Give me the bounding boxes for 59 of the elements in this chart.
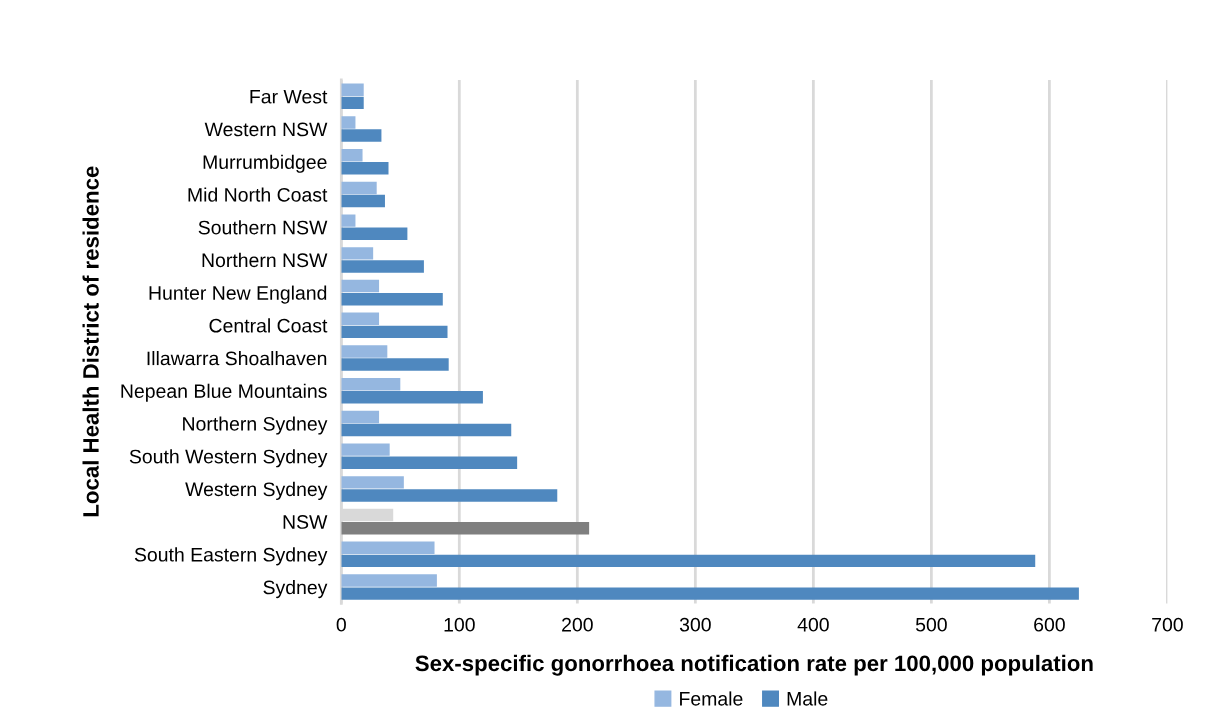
legend-label: Female: [680, 691, 743, 706]
y-tick-label: Northern NSW: [202, 252, 328, 268]
bar: [341, 456, 518, 469]
y-tick-label: South Eastern Sydney: [134, 547, 328, 566]
y-tick-label: Southern NSW: [198, 220, 328, 235]
y-tick-label: NSW: [283, 515, 328, 529]
bar: [341, 227, 408, 240]
y-tick-label: Nepean Blue Mountains: [121, 383, 327, 402]
y-tick-label: Far West: [250, 90, 328, 104]
bar: [341, 345, 388, 358]
bar: [341, 149, 363, 162]
bar: [341, 378, 401, 391]
bar: [341, 279, 380, 293]
bar: [341, 325, 448, 339]
bar: [341, 181, 377, 195]
y-tick-label: Western NSW: [204, 122, 328, 137]
bar: [341, 423, 512, 437]
bar: [341, 292, 443, 306]
bar: [341, 443, 390, 456]
bar: [341, 541, 435, 555]
bar: [341, 391, 483, 404]
y-tick-label: Murrumbidgee: [203, 154, 327, 173]
bar: [341, 476, 404, 489]
bar: [341, 116, 356, 129]
bar: [341, 312, 380, 326]
y-tick-label: Central Coast: [209, 318, 328, 333]
x-tick-label: 600: [1034, 617, 1065, 632]
bar: [341, 554, 1036, 568]
y-tick-label: Northern Sydney: [183, 416, 328, 435]
x-axis-title: Sex-specific gonorrhoea notification rate per 100,000 population: [415, 654, 1093, 676]
bar: [341, 410, 380, 424]
x-tick-label: 100: [444, 617, 475, 632]
x-tick-label: 0: [336, 617, 346, 632]
bar: [341, 83, 364, 96]
y-axis-title: Local Health District of residence: [82, 166, 99, 517]
y-tick-label: Hunter New England: [149, 285, 327, 304]
bar: [341, 194, 385, 208]
bar: [341, 521, 590, 535]
x-tick-label: 300: [679, 617, 711, 632]
x-tick-label: 200: [562, 617, 593, 632]
bar: [341, 489, 558, 502]
y-tick-label: South Western Sydney: [129, 449, 328, 468]
x-tick-label: 500: [915, 617, 947, 632]
bar: [341, 214, 356, 227]
bar: [341, 358, 449, 371]
y-tick-label: Sydney: [263, 580, 328, 599]
bar: [341, 129, 382, 142]
bar: [341, 247, 374, 260]
y-tick-label: Mid North Coast: [188, 187, 328, 202]
bar: [341, 96, 364, 110]
bar: [341, 162, 389, 175]
y-tick-label: Western Sydney: [185, 481, 328, 500]
x-tick-label: 400: [797, 617, 829, 632]
legend-label: Male: [787, 691, 828, 706]
bar: [341, 260, 424, 273]
x-tick-label: 700: [1152, 617, 1183, 632]
y-tick-label: Illawarra Shoalhaven: [147, 351, 327, 366]
bar: [341, 574, 437, 587]
bar: [341, 587, 1079, 600]
